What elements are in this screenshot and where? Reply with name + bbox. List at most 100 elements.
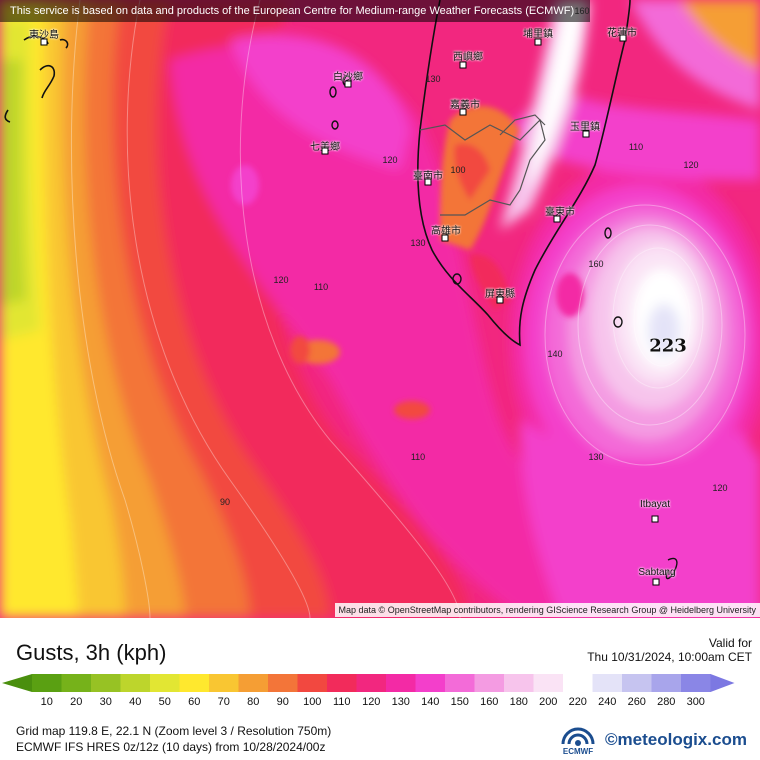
place-label: 玉里鎮 — [570, 122, 600, 133]
place-label: 白沙鄉 — [333, 72, 363, 83]
scale-min-arrow — [2, 674, 32, 692]
scale-tick-label: 140 — [421, 696, 440, 708]
ecmwf-logo[interactable]: ECMWF — [555, 722, 601, 756]
scale-swatch — [592, 674, 623, 692]
scale-tick-label: 220 — [568, 696, 587, 708]
place-marker — [553, 215, 561, 223]
scale-tick-label: 200 — [539, 696, 558, 708]
scale-swatch — [179, 674, 210, 692]
scale-swatch — [61, 674, 92, 692]
scale-tick-label: 130 — [391, 696, 410, 708]
place-label: 臺南市 — [413, 171, 443, 182]
map-attribution[interactable]: Map data © OpenStreetMap contributors, r… — [334, 603, 760, 617]
ecmwf-globe-icon — [561, 727, 595, 746]
place-marker — [344, 80, 352, 88]
scale-swatch — [120, 674, 151, 692]
place-label: Itbayat — [639, 499, 671, 510]
scale-swatch — [32, 674, 62, 692]
scale-tick-label: 160 — [480, 696, 499, 708]
model-info: ECMWF IFS HRES 0z/12z (10 days) from 10/… — [16, 740, 326, 754]
gust-field — [0, 0, 760, 618]
place-marker — [321, 147, 329, 155]
scale-max-arrow — [710, 674, 735, 692]
contour-label: 160 — [588, 259, 604, 269]
county-boundary — [419, 118, 546, 216]
valid-time: Thu 10/31/2024, 10:00am CET — [587, 650, 752, 664]
contour-label: 130 — [410, 238, 426, 248]
place-marker — [496, 296, 504, 304]
place-label: 嘉義市 — [450, 100, 480, 111]
contour-label: 110 — [410, 452, 426, 462]
scale-swatch — [681, 674, 711, 692]
scale-tick-label: 10 — [40, 696, 53, 708]
scale-tick-label: 100 — [303, 696, 322, 708]
scale-swatch — [563, 674, 593, 692]
scale-tick-label: 150 — [450, 696, 469, 708]
weather-map[interactable]: This service is based on data and produc… — [0, 0, 760, 618]
scale-tick-label: 30 — [99, 696, 112, 708]
place-marker — [582, 130, 590, 138]
scale-swatch — [297, 674, 328, 692]
scale-tick-label: 240 — [598, 696, 617, 708]
ecmwf-disclaimer-banner: This service is based on data and produc… — [0, 0, 590, 22]
scale-swatch — [268, 674, 298, 692]
scale-tick-label: 300 — [686, 696, 705, 708]
place-marker — [459, 61, 467, 69]
scale-swatch — [91, 674, 121, 692]
parameter-title: Gusts, 3h (kph) — [16, 640, 167, 665]
place-label: 高雄市 — [431, 226, 461, 237]
scale-swatch — [415, 674, 446, 692]
scale-swatch — [445, 674, 475, 692]
place-label: 花蓮市 — [607, 28, 637, 39]
scale-tick-label: 80 — [247, 696, 260, 708]
meteologix-brand-link[interactable]: ©meteologix.com — [605, 730, 747, 749]
scale-tick-label: 110 — [332, 696, 351, 708]
scale-swatch — [386, 674, 416, 692]
scale-swatch — [150, 674, 180, 692]
contour-label: 110 — [313, 282, 329, 292]
contour-label: 140 — [547, 349, 563, 359]
scale-tick-label: 180 — [509, 696, 528, 708]
place-marker — [459, 108, 467, 116]
contour-label: 120 — [382, 155, 398, 165]
taiwan-coastline — [416, 0, 631, 347]
valid-time-block: Valid for Thu 10/31/2024, 10:00am CET — [587, 636, 752, 664]
scale-swatch — [327, 674, 357, 692]
contour-label: 100 — [450, 165, 466, 175]
valid-for-label: Valid for — [708, 636, 752, 650]
place-marker — [441, 234, 449, 242]
ecmwf-logo-text: ECMWF — [562, 747, 594, 756]
max-gust-label: 223 — [649, 335, 687, 357]
color-scale-bar — [2, 674, 735, 692]
contour-label: 130 — [425, 74, 441, 84]
contour-label: 130 — [588, 452, 604, 462]
place-marker — [40, 38, 48, 46]
scale-swatch — [474, 674, 505, 692]
contour-label: 90 — [219, 497, 231, 507]
place-label: 臺東市 — [545, 207, 575, 218]
scale-tick-label: 40 — [129, 696, 142, 708]
scale-tick-label: 20 — [70, 696, 83, 708]
contour-label: 160 — [574, 6, 590, 16]
scale-tick-label: 280 — [657, 696, 676, 708]
scale-swatch — [651, 674, 682, 692]
place-marker — [424, 178, 432, 186]
scale-swatch — [238, 674, 269, 692]
scale-tick-label: 120 — [362, 696, 381, 708]
place-marker — [652, 578, 660, 586]
place-label: 埔里鎮 — [523, 29, 553, 40]
scale-swatch — [504, 674, 534, 692]
scale-swatch — [209, 674, 239, 692]
scale-tick-label: 50 — [158, 696, 171, 708]
scale-tick-label: 60 — [188, 696, 201, 708]
scale-swatch — [533, 674, 564, 692]
scale-tick-label: 70 — [217, 696, 230, 708]
color-scale-ticks: 10 20 30 40 50 60 70 80 90 100 110 120 130 140 150 160 1… — [0, 696, 760, 710]
place-label: 東沙島 — [29, 30, 59, 41]
scale-swatch — [356, 674, 387, 692]
scale-swatch — [622, 674, 652, 692]
place-marker — [619, 34, 627, 42]
grid-info: Grid map 119.8 E, 22.1 N (Zoom level 3 /… — [16, 724, 332, 738]
place-label: 屏東縣 — [485, 289, 515, 300]
place-label: Sabtang — [638, 567, 676, 578]
